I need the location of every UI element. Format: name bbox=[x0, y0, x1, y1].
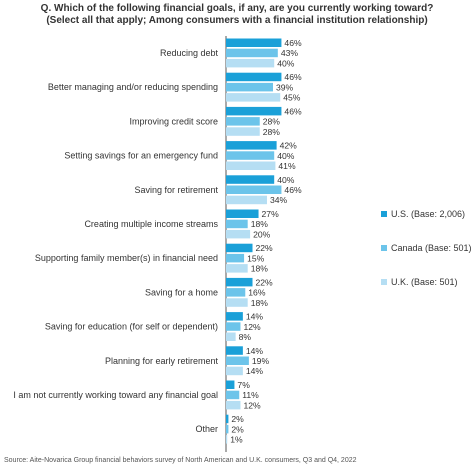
data-label: 14% bbox=[246, 366, 264, 376]
bar bbox=[226, 195, 267, 205]
data-label: 18% bbox=[251, 219, 269, 229]
bar bbox=[226, 298, 248, 307]
bar bbox=[226, 435, 228, 444]
data-label: 22% bbox=[256, 277, 274, 287]
data-label: 46% bbox=[284, 185, 302, 195]
data-label: 14% bbox=[246, 346, 264, 356]
data-label: 16% bbox=[248, 288, 266, 298]
bar bbox=[226, 93, 281, 102]
data-label: 7% bbox=[237, 380, 250, 390]
legend-item-uk: U.K. (Base: 501) bbox=[381, 275, 472, 288]
bar bbox=[226, 48, 278, 58]
data-label: 46% bbox=[284, 38, 302, 48]
data-label: 40% bbox=[277, 58, 295, 68]
bar bbox=[226, 106, 282, 116]
bar bbox=[226, 185, 282, 194]
bar bbox=[226, 366, 243, 376]
data-label: 20% bbox=[253, 229, 271, 239]
data-label: 1% bbox=[230, 435, 243, 445]
data-label: 41% bbox=[278, 161, 296, 171]
chart-subtitle: (Select all that apply; Among consumers … bbox=[46, 15, 428, 26]
data-label: 46% bbox=[284, 106, 302, 116]
data-label: 8% bbox=[239, 332, 252, 342]
bar bbox=[226, 38, 282, 47]
category-label: Supporting family member(s) in financial… bbox=[35, 253, 218, 263]
bar bbox=[226, 151, 275, 160]
data-label: 34% bbox=[270, 195, 288, 205]
chart-title-block: Q. Which of the following financial goal… bbox=[0, 3, 474, 27]
data-label: 12% bbox=[243, 322, 261, 332]
bar bbox=[226, 264, 248, 273]
bar bbox=[226, 390, 240, 400]
category-label: Creating multiple income streams bbox=[84, 219, 218, 229]
data-label: 2% bbox=[231, 424, 244, 434]
bar bbox=[226, 127, 260, 136]
data-label: 18% bbox=[251, 298, 269, 308]
bar bbox=[226, 72, 282, 82]
legend-swatch-uk bbox=[381, 278, 387, 285]
legend-swatch-canada bbox=[381, 244, 387, 251]
category-label: Planning for early retirement bbox=[105, 356, 219, 366]
category-label: Reducing debt bbox=[160, 48, 219, 58]
bar bbox=[226, 424, 229, 434]
category-label: Better managing and/or reducing spending bbox=[48, 82, 218, 92]
category-label: I am not currently working toward any fi… bbox=[13, 390, 218, 400]
bar bbox=[226, 277, 253, 287]
data-label: 15% bbox=[247, 253, 265, 263]
bar bbox=[226, 356, 249, 365]
bar bbox=[226, 243, 253, 253]
bar bbox=[226, 414, 229, 424]
data-label: 46% bbox=[284, 72, 302, 82]
bar bbox=[226, 288, 246, 297]
legend-label-canada: Canada (Base: 501) bbox=[391, 242, 472, 253]
bar bbox=[226, 175, 275, 184]
data-label: 2% bbox=[231, 414, 244, 424]
data-label: 14% bbox=[246, 312, 264, 322]
data-label: 27% bbox=[262, 209, 280, 219]
bar bbox=[226, 209, 259, 218]
data-label: 40% bbox=[277, 151, 295, 161]
data-label: 43% bbox=[281, 48, 299, 58]
bar bbox=[226, 117, 260, 126]
data-label: 19% bbox=[252, 356, 270, 366]
category-label: Saving for a home bbox=[145, 287, 218, 297]
legend-swatch-us bbox=[381, 210, 387, 217]
data-label: 45% bbox=[283, 93, 301, 103]
chart-title: Q. Which of the following financial goal… bbox=[40, 3, 434, 14]
category-label: Saving for education (for self or depend… bbox=[45, 322, 218, 332]
legend-item-us: U.S. (Base: 2,006) bbox=[381, 207, 472, 220]
bar bbox=[226, 322, 241, 331]
data-label: 39% bbox=[276, 82, 294, 92]
data-label: 28% bbox=[263, 127, 281, 137]
source-note: Source: Aite-Novarica Group financial be… bbox=[4, 457, 357, 464]
bar bbox=[226, 400, 241, 410]
bar bbox=[226, 253, 245, 263]
bar bbox=[226, 380, 235, 389]
bar bbox=[226, 161, 276, 170]
data-label: 40% bbox=[277, 175, 295, 185]
legend-label-uk: U.K. (Base: 501) bbox=[391, 276, 458, 287]
legend-label-us: U.S. (Base: 2,006) bbox=[391, 208, 466, 219]
data-label: 12% bbox=[243, 400, 261, 410]
category-label: Setting savings for an emergency fund bbox=[64, 151, 218, 161]
legend-item-canada: Canada (Base: 501) bbox=[381, 241, 472, 254]
legend: U.S. (Base: 2,006) Canada (Base: 501) U.… bbox=[381, 207, 472, 309]
bar bbox=[226, 82, 273, 92]
bar bbox=[226, 346, 243, 355]
data-label: 11% bbox=[242, 390, 259, 400]
category-label: Improving credit score bbox=[129, 116, 218, 126]
bar bbox=[226, 58, 275, 68]
data-label: 42% bbox=[280, 141, 298, 151]
bar bbox=[226, 141, 277, 150]
data-label: 22% bbox=[256, 243, 274, 253]
bar bbox=[226, 219, 248, 229]
category-label: Other bbox=[195, 424, 218, 434]
data-label: 28% bbox=[263, 117, 281, 127]
bar bbox=[226, 332, 236, 341]
data-label: 18% bbox=[251, 264, 269, 274]
category-label: Saving for retirement bbox=[134, 185, 218, 195]
bar bbox=[226, 312, 243, 321]
bar bbox=[226, 229, 251, 239]
